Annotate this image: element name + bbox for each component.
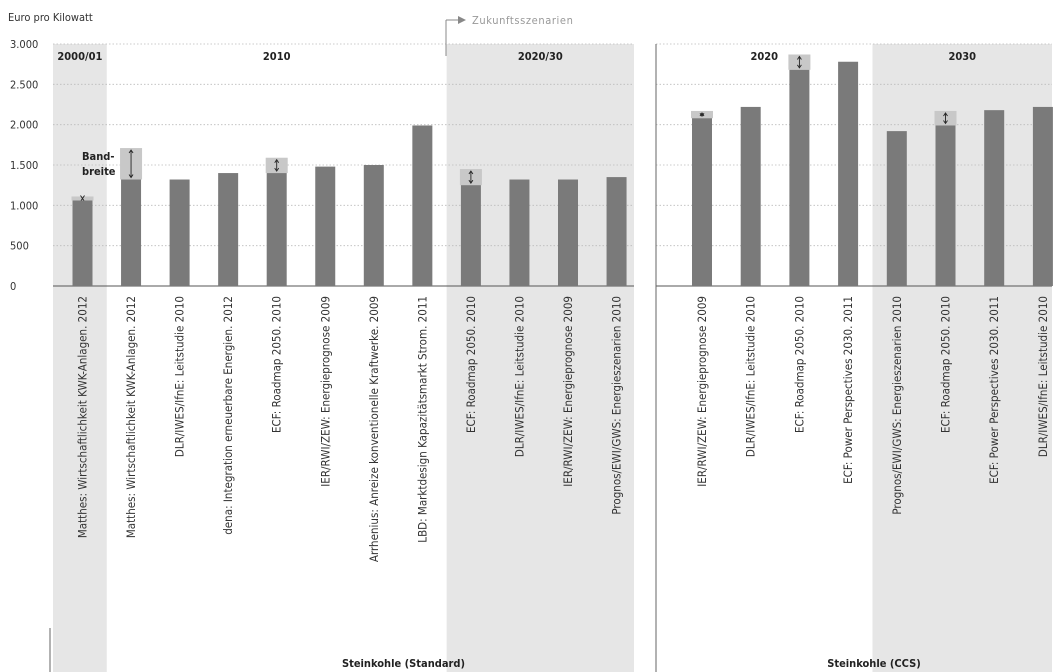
bar-label: DLR/IWES/IfnE: Leitstudie 2010 — [173, 296, 187, 457]
bar — [606, 177, 627, 286]
bar — [72, 200, 93, 286]
y-tick-label: 3.000 — [10, 38, 38, 51]
y-tick-label: 0 — [10, 280, 16, 293]
period-label: 2010 — [263, 50, 291, 63]
bar — [789, 69, 810, 287]
band-arrow-head-bottom — [797, 64, 802, 69]
bar-label: IER/RWI/ZEW: Energieprognose 2009 — [561, 296, 575, 487]
band-arrow-head-bottom — [699, 112, 705, 118]
band-arrow-head-top — [468, 170, 474, 175]
bar — [935, 125, 956, 287]
band-arrow-head-top — [797, 55, 802, 60]
band-arrow-head-top — [274, 158, 280, 163]
group-title: Steinkohle (CCS) — [827, 657, 921, 670]
future-scenarios-annotation: Zukunftsszenarien — [472, 14, 573, 27]
bar — [558, 179, 578, 286]
band-arrow-head-bottom — [274, 167, 280, 172]
period-shade — [446, 44, 634, 672]
bar — [218, 173, 239, 286]
band-arrow-head-bottom — [943, 120, 948, 125]
y-tick-label: 2.000 — [10, 119, 38, 132]
bar-label: Arrhenius: Anreize konventionelle Kraftw… — [367, 296, 381, 562]
bar-label: Matthes: Wirtschaftlichkeit KWK-Anlagen.… — [76, 296, 90, 538]
bar-label: ECF: Roadmap 2050. 2010 — [939, 296, 953, 433]
bar — [1032, 106, 1053, 286]
period-label: 2030 — [948, 50, 976, 63]
y-axis-title: Euro pro Kilowatt — [8, 11, 93, 24]
y-tick-label: 1.500 — [10, 159, 38, 172]
bar — [838, 61, 859, 286]
band-arrow-head-bottom — [468, 179, 474, 184]
y-tick-label: 2.500 — [10, 78, 38, 91]
period-label: 2020/30 — [518, 50, 563, 63]
band-width-label-line1: Band- — [82, 150, 114, 163]
bar-label: Prognos/EWI/GWS: Energieszenarien 2010 — [890, 296, 904, 515]
period-label: 2020 — [750, 50, 778, 63]
bar — [412, 125, 433, 287]
bar-label: Matthes: Wirtschaftlichkeit KWK-Anlagen.… — [124, 296, 138, 538]
bar-label: ECF: Power Perspectives 2030. 2011 — [987, 296, 1001, 484]
band-arrow-head-top — [128, 149, 134, 154]
period-shade — [53, 44, 107, 672]
band-arrow-head-top — [943, 112, 948, 117]
bar — [460, 185, 481, 286]
bar — [509, 179, 530, 286]
band-width-label-line2: breite — [82, 165, 116, 178]
y-tick-label: 500 — [10, 240, 29, 253]
bar-label: DLR/IWES/IfnE: Leitstudie 2010 — [512, 296, 526, 457]
bar-label: IER/RWI/ZEW: Energieprognose 2009 — [318, 296, 332, 487]
bar — [984, 110, 1005, 286]
bar — [121, 179, 142, 286]
bar-label: DLR/IWES/IfnE: Leitstudie 2010 — [1036, 296, 1050, 457]
bar-label: ECF: Power Perspectives 2030. 2011 — [841, 296, 855, 484]
labels-layer: 2000/01 2010 2020/30 Matthes: Wirtschaftlic… — [10, 38, 1050, 670]
bar-label: DLR/IWES/IfnE: Leitstudie 2010 — [744, 296, 758, 457]
bar — [740, 106, 761, 286]
y-tick-label: 1.000 — [10, 199, 38, 212]
bar-label: dena: Integration erneuerbare Energien. … — [221, 296, 235, 535]
bar — [886, 131, 907, 286]
band-arrow-head-bottom — [80, 195, 85, 200]
bar-label: LBD: Marktdesign Kapazitätsmarkt Strom. … — [415, 296, 429, 543]
bars-layer — [71, 54, 1053, 287]
period-label: 2000/01 — [57, 50, 102, 63]
future-arrow-head — [458, 16, 466, 24]
bar-label: ECF: Roadmap 2050. 2010 — [792, 296, 806, 433]
bar — [692, 118, 712, 286]
bar — [315, 166, 336, 286]
bar-label: ECF: Roadmap 2050. 2010 — [464, 296, 478, 433]
group-title: Steinkohle (Standard) — [342, 657, 465, 670]
bar — [169, 179, 190, 286]
bar — [363, 165, 384, 286]
bar-label: ECF: Roadmap 2050. 2010 — [270, 296, 284, 433]
bar-label: Prognos/EWI/GWS: Energieszenarien 2010 — [610, 296, 624, 515]
bar — [266, 173, 287, 286]
bar-label: IER/RWI/ZEW: Energieprognose 2009 — [695, 296, 709, 487]
band-arrow-head-bottom — [128, 174, 134, 179]
